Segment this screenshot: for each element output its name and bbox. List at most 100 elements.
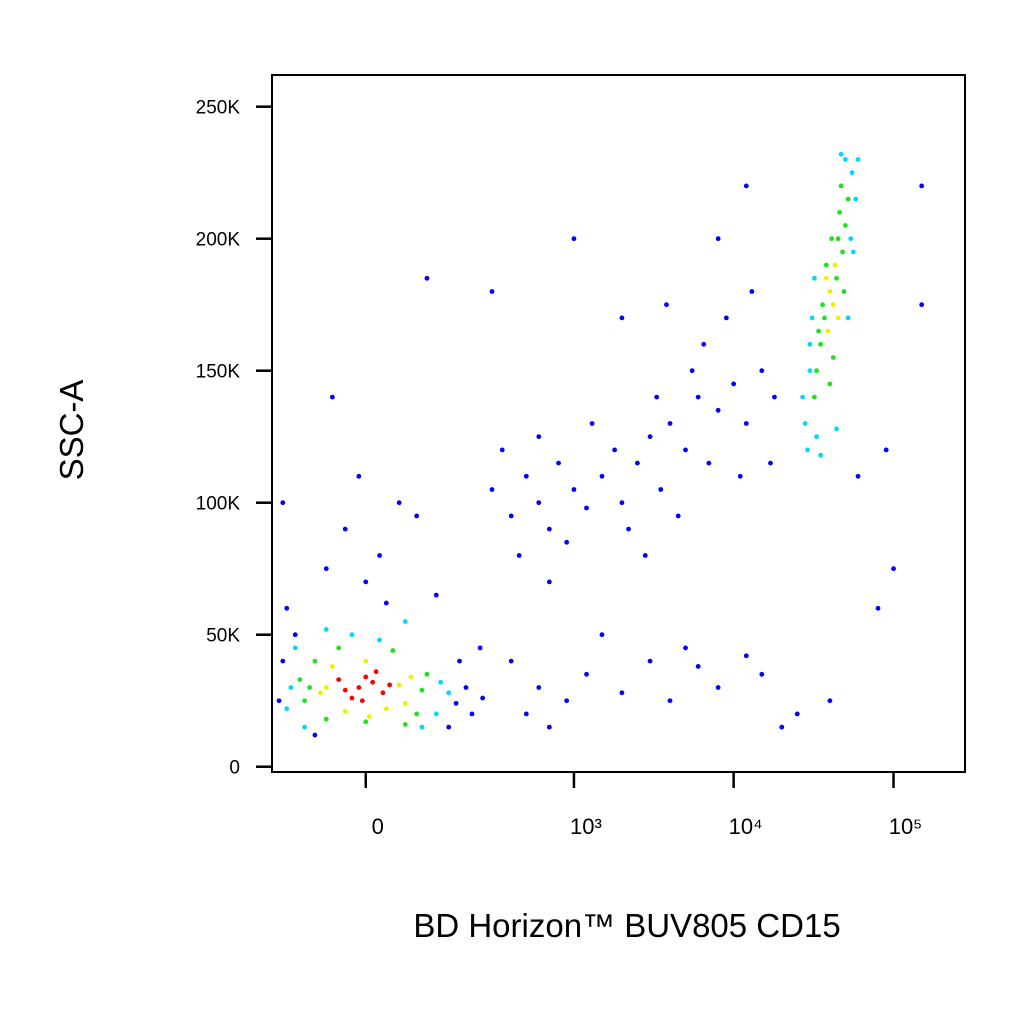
point [419,687,425,693]
point [772,394,777,400]
point [683,447,688,453]
point [363,658,369,664]
point [349,695,355,701]
point [292,645,298,651]
point [366,714,372,719]
point [546,579,552,585]
point [564,698,570,704]
point [809,315,815,321]
point [508,513,514,519]
point [695,663,701,669]
point [759,368,765,374]
point [342,687,348,693]
point [546,526,552,532]
point [477,645,483,651]
y-tick-label: 150K [196,362,241,383]
point [370,679,376,685]
point [349,632,355,638]
x-tick-label: 0 [372,814,384,839]
point [664,302,669,308]
point [619,315,625,321]
point [329,394,335,400]
point [800,394,806,400]
point [383,706,389,712]
point [845,196,851,202]
point [377,553,382,558]
point [818,341,824,347]
point [827,289,833,294]
point [835,315,841,321]
point [424,275,430,281]
point [288,685,294,690]
point [499,447,505,453]
point [336,677,342,682]
point [838,151,844,157]
point [280,500,286,506]
point [802,421,808,426]
point [380,690,386,696]
point [307,685,313,690]
y-tick-label: 250K [196,98,241,119]
point [919,302,925,308]
point [419,724,425,730]
point [701,341,707,347]
point [414,711,420,717]
point [446,690,452,696]
point [667,698,673,704]
point [480,695,486,701]
point [841,289,847,294]
point [805,447,810,453]
point [516,553,522,558]
point [373,669,379,675]
point [584,671,589,677]
point [433,711,439,717]
point [818,452,824,458]
plot-frame [271,74,966,773]
point [284,605,290,611]
point [823,262,829,268]
point [329,663,335,669]
point [654,394,660,400]
y-tick-label: 200K [196,230,241,251]
x-axis-title: BD Horizon™ BUV805 CD15 [413,907,840,944]
point [297,677,303,682]
point [658,487,664,492]
point [546,724,552,730]
point [342,526,348,532]
x-tick-label: 10⁴ [729,814,763,839]
point [280,658,286,664]
point [619,690,625,696]
x-tick-label: 10⁵ [889,814,923,839]
point [599,632,605,638]
point [387,682,392,688]
point [855,473,861,479]
point [390,648,396,653]
point [715,685,721,690]
y-tick-label: 100K [196,494,241,515]
point [284,706,290,712]
point [556,460,561,466]
y-tick-label: 0 [229,758,240,779]
x-tick-label: 10³ [570,814,602,839]
point [599,473,605,479]
point [919,183,925,189]
point [830,302,836,308]
point [453,700,459,706]
point [396,682,402,688]
point [715,407,721,413]
point [827,381,833,387]
point [536,500,542,506]
point [835,236,841,242]
point [723,315,729,321]
point [850,249,856,255]
point [363,719,369,725]
point [837,209,842,215]
point [647,658,653,664]
point [743,183,749,189]
point [838,183,844,189]
point [883,447,889,453]
point [571,236,577,242]
point [571,487,577,492]
point [489,289,495,294]
point [827,698,833,704]
